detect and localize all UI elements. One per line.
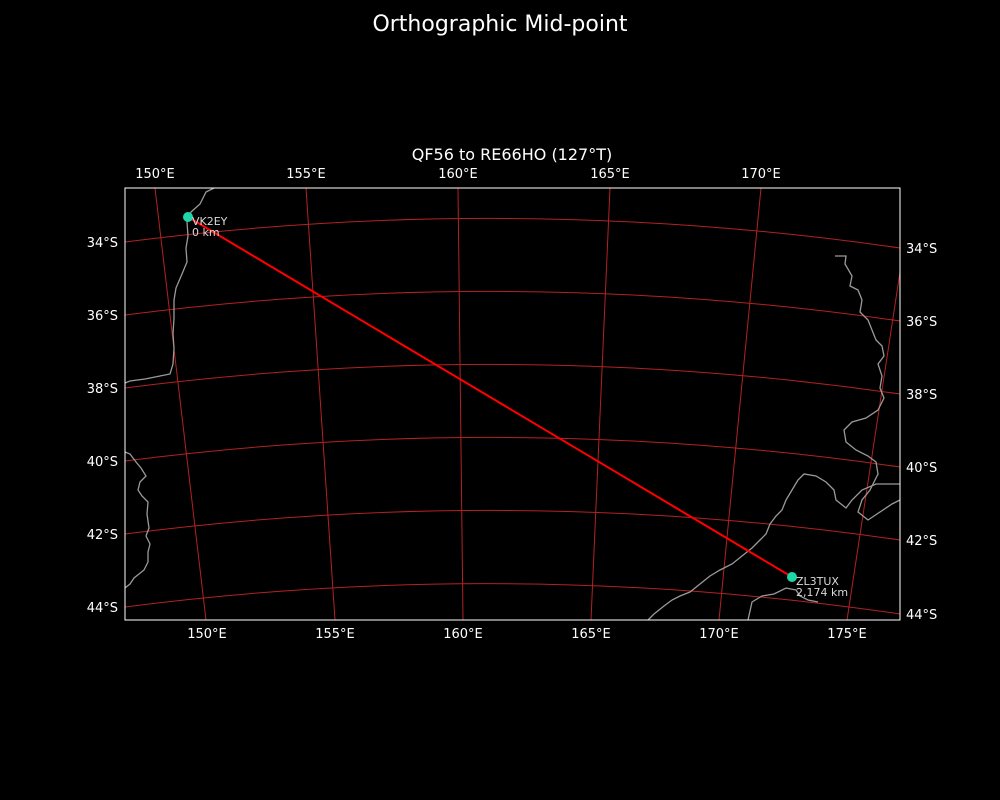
coastlines: [125, 188, 900, 620]
right-lat-tick-label: 38°S: [906, 388, 937, 403]
left-lat-tick-label: 38°S: [87, 382, 118, 397]
banks-peninsula-coastline: [747, 587, 819, 620]
meridian-line: [154, 188, 207, 620]
station-distance: 2,174 km: [796, 586, 848, 599]
top-lon-tick-label: 160°E: [438, 167, 478, 182]
map-subtitle: QF56 to RE66HO (127°T): [412, 145, 612, 164]
meridian-line: [718, 188, 762, 620]
parallel-line: [125, 363, 900, 395]
top-lon-tick-label: 155°E: [286, 167, 326, 182]
top-lon-tick-label: 150°E: [135, 167, 175, 182]
parallel-line: [125, 583, 900, 615]
left-lat-tick-label: 34°S: [87, 236, 118, 251]
station-distance: 0 km: [192, 226, 220, 239]
south-island-coastline: [647, 473, 900, 620]
parallel-line: [125, 290, 900, 322]
meridian-line: [846, 271, 900, 620]
bottom-lon-tick-label: 150°E: [187, 627, 227, 642]
top-longitude-ticks: 150°E 155°E 160°E 165°E 170°E: [135, 167, 781, 182]
graticule-meridians: [154, 188, 900, 620]
station-callsign: VK2EY: [192, 215, 228, 228]
right-lat-tick-label: 44°S: [906, 608, 937, 623]
top-lon-tick-label: 165°E: [590, 167, 630, 182]
right-latitude-ticks: 34°S 36°S 38°S 40°S 42°S 44°S: [906, 242, 937, 623]
left-lat-tick-label: 44°S: [87, 601, 118, 616]
station-marker[interactable]: [183, 212, 193, 222]
right-lat-tick-label: 40°S: [906, 461, 937, 476]
left-lat-tick-label: 36°S: [87, 309, 118, 324]
map-area: [125, 188, 900, 620]
parallel-line: [125, 436, 900, 468]
left-latitude-ticks: 34°S 36°S 38°S 40°S 42°S 44°S: [87, 236, 118, 616]
bottom-lon-tick-label: 175°E: [827, 627, 867, 642]
bottom-longitude-ticks: 150°E 155°E 160°E 165°E 170°E 175°E: [187, 627, 867, 642]
bottom-lon-tick-label: 170°E: [699, 627, 739, 642]
figure-title: Orthographic Mid-point: [372, 12, 628, 37]
graticule-parallels: [125, 217, 900, 615]
north-island-coastline: [835, 255, 900, 521]
bottom-lon-tick-label: 165°E: [571, 627, 611, 642]
right-lat-tick-label: 42°S: [906, 534, 937, 549]
great-circle-path: [187, 216, 793, 578]
map-frame: [124, 187, 901, 621]
parallel-line: [125, 217, 900, 249]
meridian-line: [305, 188, 336, 620]
left-lat-tick-label: 42°S: [87, 528, 118, 543]
station-zl3tux[interactable]: ZL3TUX 2,174 km: [787, 572, 848, 599]
bottom-lon-tick-label: 155°E: [315, 627, 355, 642]
parallel-line: [125, 509, 900, 541]
tasmania-coastline: [125, 451, 151, 589]
bottom-lon-tick-label: 160°E: [443, 627, 483, 642]
meridian-line: [590, 188, 611, 620]
station-callsign: ZL3TUX: [796, 575, 839, 588]
right-lat-tick-label: 36°S: [906, 315, 937, 330]
right-lat-tick-label: 34°S: [906, 242, 937, 257]
top-lon-tick-label: 170°E: [741, 167, 781, 182]
station-vk2ey[interactable]: VK2EY 0 km: [183, 212, 228, 239]
meridian-line: [457, 188, 464, 620]
left-lat-tick-label: 40°S: [87, 455, 118, 470]
station-marker[interactable]: [787, 572, 797, 582]
